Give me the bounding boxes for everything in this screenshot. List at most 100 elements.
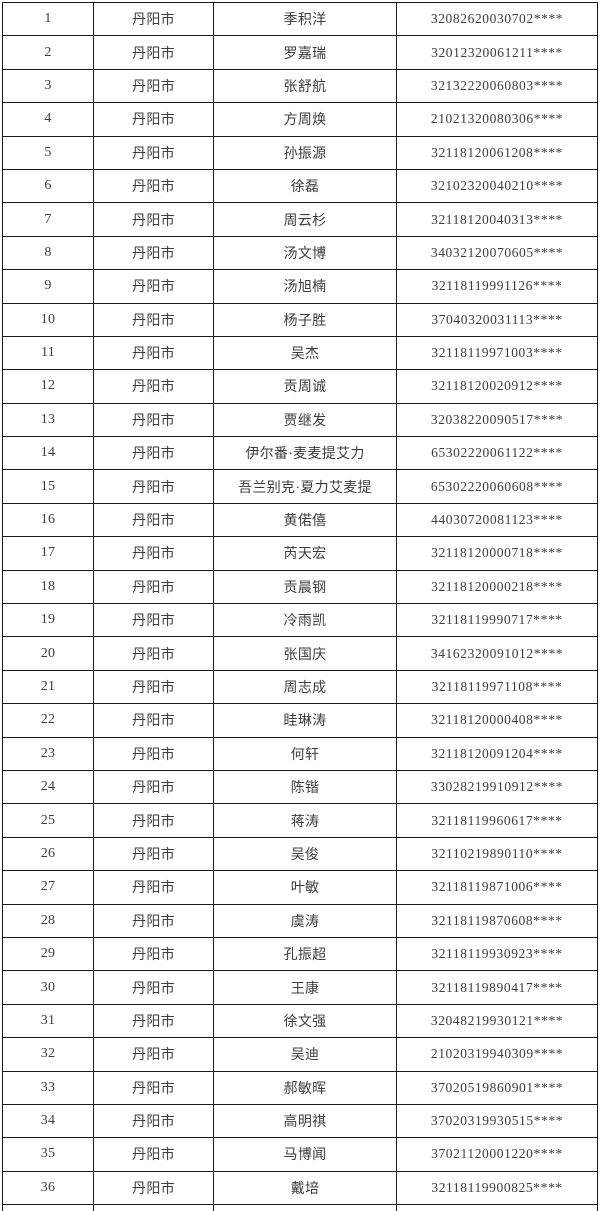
cell-seq: 2 xyxy=(2,35,94,70)
cell-seq: 19 xyxy=(2,603,94,638)
cell-city: 丹阳市 xyxy=(93,669,214,705)
table-row: 24 丹阳市 陈锴 33028219910912**** xyxy=(2,769,598,805)
cell-name: 周云杉 xyxy=(213,202,397,237)
cell-seq: 5 xyxy=(2,135,94,170)
table-row: 12 丹阳市 贡周诚 32118120020912**** xyxy=(2,369,598,404)
cell-city-empty xyxy=(93,1204,214,1211)
cell-id: 32118120000408**** xyxy=(396,703,598,738)
cell-seq: 4 xyxy=(2,102,94,137)
table-row: 30 丹阳市 王康 32118119890417**** xyxy=(2,970,598,1005)
cell-city: 丹阳市 xyxy=(93,1137,214,1172)
table-row: 35 丹阳市 马博闻 37021120001220**** xyxy=(2,1137,598,1172)
cell-city: 丹阳市 xyxy=(93,436,214,471)
table-row: 23 丹阳市 何轩 32118120091204**** xyxy=(2,736,598,771)
cell-seq: 10 xyxy=(2,302,94,337)
cell-id: 32118119871006**** xyxy=(396,870,598,905)
cell-city: 丹阳市 xyxy=(93,1037,214,1072)
table-row: 19 丹阳市 冷雨凯 32118119990717**** xyxy=(2,603,598,638)
cell-name: 罗嘉瑞 xyxy=(213,35,397,70)
cell-city: 丹阳市 xyxy=(93,68,214,104)
cell-city: 丹阳市 xyxy=(93,1003,214,1039)
cell-city: 丹阳市 xyxy=(93,235,214,271)
cell-seq: 13 xyxy=(2,402,94,438)
cell-seq: 33 xyxy=(2,1070,94,1105)
table-row: 32 丹阳市 吴迪 21020319940309**** xyxy=(2,1037,598,1072)
cell-id: 37020319930515**** xyxy=(396,1103,598,1139)
cell-name: 陈锴 xyxy=(213,769,397,805)
table-row: 15 丹阳市 吾兰别克·夏力艾麦提 65302220060608**** xyxy=(2,469,598,504)
cell-city: 丹阳市 xyxy=(93,168,214,204)
cell-city: 丹阳市 xyxy=(93,202,214,237)
cell-name: 张舒航 xyxy=(213,68,397,104)
cell-city: 丹阳市 xyxy=(93,603,214,638)
cell-name: 吴杰 xyxy=(213,335,397,371)
table-row: 31 丹阳市 徐文强 32048219930121**** xyxy=(2,1003,598,1039)
cell-seq: 31 xyxy=(2,1003,94,1039)
cell-id: 33028219910912**** xyxy=(396,769,598,805)
cell-city: 丹阳市 xyxy=(93,736,214,771)
table-row: 3 丹阳市 张舒航 32132220060803**** xyxy=(2,68,598,104)
cell-id: 32118119890417**** xyxy=(396,970,598,1005)
table-row: 25 丹阳市 蒋涛 32118119960617**** xyxy=(2,803,598,838)
cell-name: 蒋涛 xyxy=(213,803,397,838)
cell-seq: 3 xyxy=(2,68,94,104)
cell-id: 32012320061211**** xyxy=(396,35,598,70)
table-row: 33 丹阳市 郝敏晖 37020519860901**** xyxy=(2,1070,598,1105)
cell-id: 32118120020912**** xyxy=(396,369,598,404)
cell-name: 贾继发 xyxy=(213,402,397,438)
cell-city: 丹阳市 xyxy=(93,936,214,972)
table-row: 36 丹阳市 戴培 32118119900825**** xyxy=(2,1170,598,1206)
cell-city: 丹阳市 xyxy=(93,769,214,805)
cell-seq: 29 xyxy=(2,936,94,972)
cell-city: 丹阳市 xyxy=(93,1070,214,1105)
cell-name: 吾兰别克·夏力艾麦提 xyxy=(213,469,397,504)
cell-name: 马博闻 xyxy=(213,1137,397,1172)
cell-city: 丹阳市 xyxy=(93,1,214,37)
table-row: 26 丹阳市 吴俊 32110219890110**** xyxy=(2,836,598,872)
table-row: 7 丹阳市 周云杉 32118120040313**** xyxy=(2,202,598,237)
cell-city: 丹阳市 xyxy=(93,369,214,404)
cell-name: 徐磊 xyxy=(213,168,397,204)
cell-city: 丹阳市 xyxy=(93,402,214,438)
cell-id: 34162320091012**** xyxy=(396,636,598,671)
cell-city: 丹阳市 xyxy=(93,970,214,1005)
cell-id: 65302220061122**** xyxy=(396,436,598,471)
cell-city: 丹阳市 xyxy=(93,870,214,905)
table-row: 34 丹阳市 高明祺 37020319930515**** xyxy=(2,1103,598,1139)
cell-seq: 18 xyxy=(2,569,94,605)
cell-seq: 35 xyxy=(2,1137,94,1172)
cell-name: 孔振超 xyxy=(213,936,397,972)
cell-id: 37021120001220**** xyxy=(396,1137,598,1172)
table-row: 28 丹阳市 虞涛 32118119870608**** xyxy=(2,903,598,938)
table-row: 21 丹阳市 周志成 32118119971108**** xyxy=(2,669,598,705)
cell-id: 32118119960617**** xyxy=(396,803,598,838)
cell-name: 季积洋 xyxy=(213,1,397,37)
cell-seq: 16 xyxy=(2,502,94,538)
cell-city: 丹阳市 xyxy=(93,269,214,304)
cell-id: 32048219930121**** xyxy=(396,1003,598,1039)
cell-id: 32118119870608**** xyxy=(396,903,598,938)
cell-id: 32118119930923**** xyxy=(396,936,598,972)
cell-id: 32082620030702**** xyxy=(396,1,598,37)
cell-seq: 30 xyxy=(2,970,94,1005)
cell-id: 37040320031113**** xyxy=(396,302,598,337)
table-row: 10 丹阳市 杨子胜 37040320031113**** xyxy=(2,302,598,337)
cell-city: 丹阳市 xyxy=(93,302,214,337)
cell-seq: 20 xyxy=(2,636,94,671)
cell-name: 冷雨凯 xyxy=(213,603,397,638)
table-row: 8 丹阳市 汤文博 34032120070605**** xyxy=(2,235,598,271)
cell-id: 34032120070605**** xyxy=(396,235,598,271)
cell-city: 丹阳市 xyxy=(93,135,214,170)
cell-name: 戴培 xyxy=(213,1170,397,1206)
cell-name: 张国庆 xyxy=(213,636,397,671)
cell-name-empty xyxy=(213,1204,397,1211)
cell-id: 32132220060803**** xyxy=(396,68,598,104)
table-row: 18 丹阳市 贡晨钢 32118120000218**** xyxy=(2,569,598,605)
cell-city: 丹阳市 xyxy=(93,536,214,571)
cell-id: 21021320080306**** xyxy=(396,102,598,137)
table-row: 22 丹阳市 眭琳涛 32118120000408**** xyxy=(2,703,598,738)
cell-seq: 21 xyxy=(2,669,94,705)
cell-id: 32102320040210**** xyxy=(396,168,598,204)
